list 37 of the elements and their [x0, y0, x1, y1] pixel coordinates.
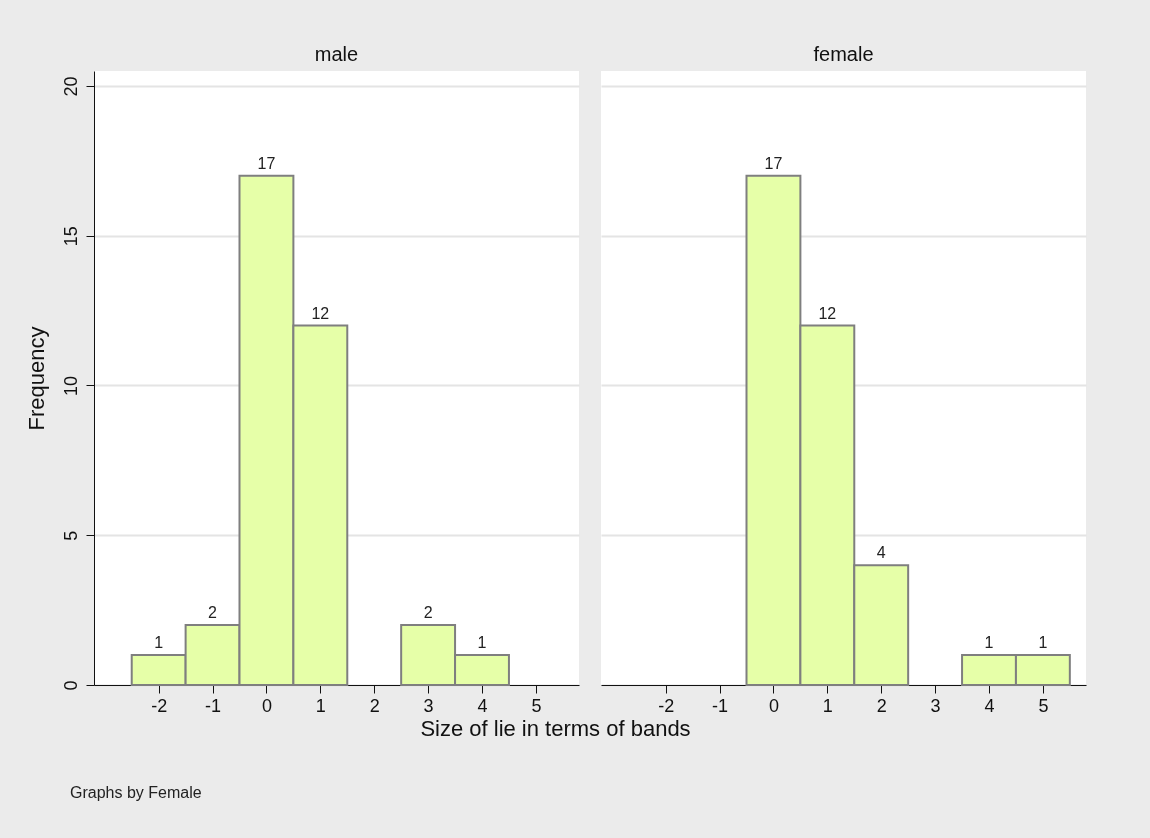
- data-label: 17: [764, 154, 783, 172]
- x-axis-title: Size of lie in terms of bands: [420, 716, 691, 741]
- text: Graphs by Female: [70, 784, 202, 802]
- data-label: 1: [154, 634, 164, 652]
- x-tick-label: 4: [984, 695, 995, 716]
- x-tick-label: 5: [531, 695, 542, 716]
- x-tick-label: 5: [1038, 695, 1049, 716]
- data-label: 17: [257, 154, 276, 172]
- x-tick-label: 1: [315, 695, 326, 716]
- y-tick-label: 20: [60, 76, 81, 97]
- y-tick-label: 10: [60, 375, 81, 396]
- data-label: 2: [423, 604, 433, 622]
- x-tick-label: 1: [822, 695, 833, 716]
- x-tick-label: 3: [930, 695, 941, 716]
- x-tick-label: -1: [205, 695, 222, 716]
- y-tick-label: 5: [60, 530, 81, 541]
- data-label: 1: [984, 634, 994, 652]
- x-tick-label: 4: [477, 695, 488, 716]
- data-label: 12: [818, 304, 837, 322]
- x-tick-label: 0: [261, 695, 272, 716]
- data-label: 1: [1038, 634, 1048, 652]
- data-label: 2: [208, 604, 218, 622]
- data-label: 1: [477, 634, 487, 652]
- chart-title: male: [314, 43, 359, 65]
- y-tick-label: 0: [60, 680, 81, 691]
- x-tick-label: 3: [423, 695, 434, 716]
- x-tick-label: -2: [658, 695, 675, 716]
- y-tick-label: 15: [60, 226, 81, 247]
- y-axis-title: Frequency: [23, 326, 49, 431]
- x-tick-label: -2: [151, 695, 168, 716]
- x-tick-label: 0: [768, 695, 779, 716]
- chart-title: female: [813, 43, 874, 65]
- data-label: 4: [876, 544, 886, 562]
- data-label: 12: [311, 304, 330, 322]
- x-tick-label: 2: [876, 695, 887, 716]
- x-tick-label: -1: [712, 695, 729, 716]
- x-tick-label: 2: [369, 695, 380, 716]
